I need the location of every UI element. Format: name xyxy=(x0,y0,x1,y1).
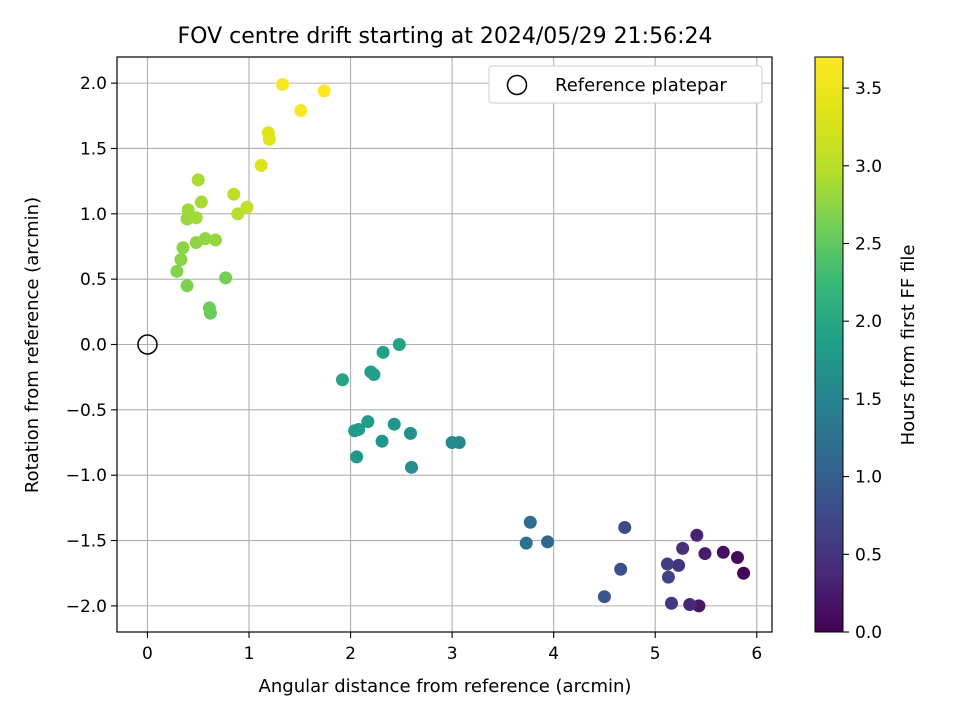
colorbar-tick-label: 1.5 xyxy=(855,390,882,410)
data-point xyxy=(672,558,686,572)
data-point xyxy=(392,338,406,351)
data-point xyxy=(176,241,190,255)
data-point xyxy=(350,450,364,464)
legend-marker-hollow-circle xyxy=(506,74,528,96)
legend-label: Reference platepar xyxy=(555,75,727,96)
data-point xyxy=(194,195,208,209)
data-point xyxy=(404,460,418,474)
data-point xyxy=(387,417,401,431)
x-tick-label: 4 xyxy=(548,644,559,664)
data-point xyxy=(174,253,188,267)
x-tick-label: 3 xyxy=(447,644,458,664)
data-point xyxy=(661,570,675,584)
colorbar-label: Hours from first FF file xyxy=(898,245,919,446)
data-point xyxy=(227,187,241,201)
colorbar-tick-label: 1.0 xyxy=(855,468,882,488)
y-tick-label: 0.5 xyxy=(80,270,107,290)
x-axis-label: Angular distance from reference (arcmin) xyxy=(259,676,632,697)
colorbar-tick-label: 0.5 xyxy=(855,545,882,565)
y-tick-label: 2.0 xyxy=(80,74,107,94)
data-point xyxy=(352,422,366,436)
data-point xyxy=(597,590,611,604)
data-point xyxy=(189,211,203,225)
data-point xyxy=(170,264,184,278)
data-point xyxy=(240,200,254,214)
data-point xyxy=(198,232,212,246)
data-point xyxy=(716,545,730,559)
data-point xyxy=(262,132,276,146)
y-axis-label: Rotation from reference (arcmin) xyxy=(22,197,43,493)
legend: Reference platepar xyxy=(488,65,763,104)
x-tick-label: 0 xyxy=(142,644,153,664)
legend-box xyxy=(488,65,763,104)
y-tick-label: −1.5 xyxy=(66,532,107,552)
data-point xyxy=(276,77,290,91)
data-point xyxy=(690,528,704,542)
data-point xyxy=(445,436,459,450)
y-tick-label: −1.0 xyxy=(66,466,107,486)
data-point xyxy=(254,158,268,172)
data-point xyxy=(676,541,690,555)
y-axis-ticks: −2.0 −1.5 −1.0 −0.5 0.0 0.5 1.0 1.5 2.0 xyxy=(66,74,117,617)
data-point xyxy=(698,547,712,561)
grid xyxy=(117,57,772,632)
data-point xyxy=(523,515,537,529)
data-point xyxy=(403,426,417,440)
data-point xyxy=(660,557,674,571)
data-point xyxy=(361,415,375,429)
x-tick-label: 6 xyxy=(751,644,762,664)
y-tick-label: 0.0 xyxy=(80,336,107,356)
x-tick-label: 5 xyxy=(650,644,661,664)
data-point xyxy=(614,562,628,576)
data-point xyxy=(376,345,390,359)
reference-point-marker xyxy=(137,334,158,355)
data-point xyxy=(219,271,233,285)
data-point xyxy=(375,434,389,448)
colorbar-tick-label: 2.5 xyxy=(855,234,882,254)
y-tick-label: 1.0 xyxy=(80,205,107,225)
y-tick-label: 1.5 xyxy=(80,139,107,159)
colorbar-tick-label: 2.0 xyxy=(855,312,882,332)
data-point xyxy=(180,279,194,293)
colorbar-tick-label: 3.0 xyxy=(855,157,882,177)
colorbar-gradient xyxy=(814,56,844,633)
data-point xyxy=(181,203,195,217)
data-point xyxy=(209,233,223,247)
data-point xyxy=(294,104,308,118)
data-point xyxy=(202,301,216,315)
data-point xyxy=(730,551,744,565)
data-point xyxy=(737,566,751,580)
x-tick-label: 2 xyxy=(345,644,356,664)
chart-title: FOV centre drift starting at 2024/05/29 … xyxy=(178,24,713,49)
data-point xyxy=(231,207,245,221)
data-point xyxy=(683,598,697,612)
y-tick-label: −2.0 xyxy=(66,597,107,617)
colorbar-ticks: 0.0 0.5 1.0 1.5 2.0 2.5 3.0 3.5 xyxy=(843,79,882,643)
data-point xyxy=(367,368,381,382)
y-tick-label: −0.5 xyxy=(66,401,107,421)
data-point xyxy=(664,596,678,610)
colorbar-tick-label: 0.0 xyxy=(855,623,882,643)
data-points xyxy=(170,77,751,613)
colorbar: 0.0 0.5 1.0 1.5 2.0 2.5 3.0 3.5 Hours from firs… xyxy=(814,56,919,643)
data-point xyxy=(618,520,632,534)
data-point xyxy=(317,84,331,98)
data-point xyxy=(519,536,533,550)
data-point xyxy=(191,173,205,187)
data-point xyxy=(541,535,555,549)
x-axis-ticks: 0 1 2 3 4 5 6 xyxy=(142,632,762,664)
colorbar-tick-label: 3.5 xyxy=(855,79,882,99)
x-tick-label: 1 xyxy=(244,644,255,664)
data-point xyxy=(335,373,349,387)
